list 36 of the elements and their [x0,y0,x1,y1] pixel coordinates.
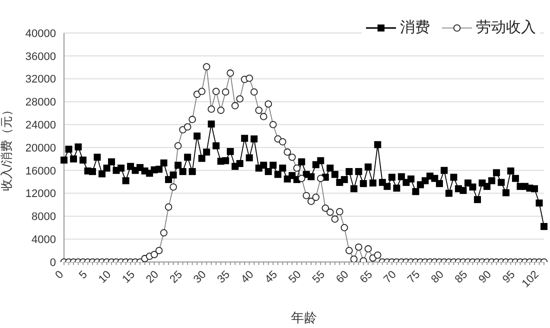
x-tick-label: 70 [382,268,399,286]
y-tick-label: 32000 [25,74,56,86]
x-tick-label: 85 [452,268,470,286]
x-tick-label: 35 [215,268,232,286]
y-tick-label: 12000 [25,188,56,200]
y-tick-label: 0 [50,256,56,269]
y-tick-label: 20000 [25,142,56,154]
x-tick-label: 15 [120,268,138,286]
x-tick-label: 95 [500,268,518,286]
y-tick-label: 28000 [25,96,56,109]
x-tick-label: 40 [239,268,256,286]
x-tick-label: 65 [358,268,376,286]
y-axis-title: 收入/消费（元） [0,104,14,192]
x-tick-label: 90 [476,268,494,286]
y-tick-label: 4000 [32,234,56,246]
y-tick-label: 16000 [25,165,56,178]
x-tick-label: 80 [429,268,446,286]
x-tick-label: 0 [53,268,66,282]
x-tick-label: 30 [192,268,209,286]
y-tick-label: 40000 [25,28,56,40]
x-tick-label: 50 [286,268,304,286]
legend-label: 消费 [400,18,430,37]
y-tick-label: 36000 [25,50,56,63]
x-tick-label: 75 [405,268,423,286]
y-tick-label: 24000 [25,120,56,132]
x-tick-label: 60 [334,268,352,286]
x-axis-title: 年龄 [291,311,317,326]
x-tick-label: 102 [520,268,542,290]
x-tick-label: 45 [262,268,280,286]
legend-label: 劳动收入 [476,18,536,37]
x-tick-label: 20 [144,268,162,286]
x-tick-label: 55 [310,268,328,286]
x-tick-label: 25 [168,268,185,286]
x-tick-label: 10 [96,268,114,286]
y-tick-label: 8000 [32,211,56,224]
x-tick-label: 5 [77,268,90,282]
